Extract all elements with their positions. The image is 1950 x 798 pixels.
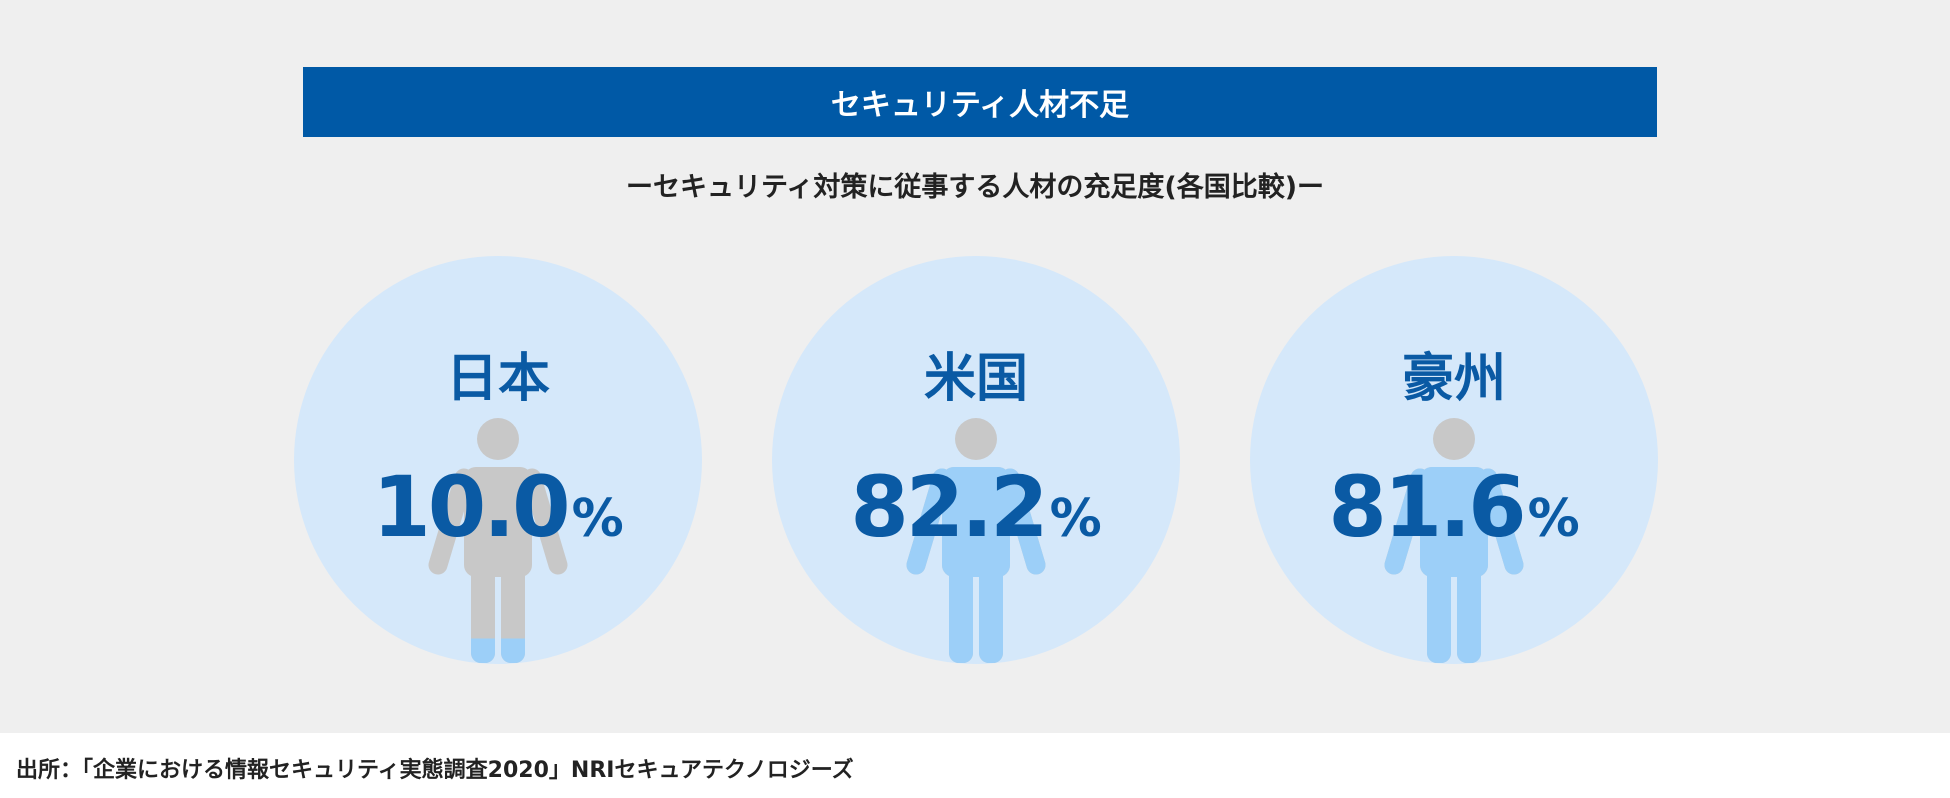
person-fill — [906, 467, 1046, 663]
value-label: 10.0% — [372, 458, 623, 556]
pictogram-chart: 日本 10.0% 米国 82.2% 豪州 81.6% — [294, 256, 1658, 664]
person-fill — [1384, 467, 1524, 663]
country-label: 日本 — [446, 349, 550, 409]
country-label: 米国 — [924, 349, 1028, 409]
chart-title: セキュリティ人材不足 — [830, 88, 1130, 123]
title-bar: セキュリティ人材不足 — [303, 67, 1657, 137]
source-note: 出所：「企業における情報セキュリティ実態調査2020」NRIセキュアテクノロジー… — [16, 758, 854, 783]
country-label: 豪州 — [1402, 349, 1506, 409]
person-fill — [471, 638, 525, 663]
chart-subtitle: ーセキュリティ対策に従事する人材の充足度(各国比較)ー — [625, 172, 1325, 203]
value-label: 82.2% — [850, 458, 1101, 556]
value-label: 81.6% — [1328, 458, 1579, 556]
person-icon — [428, 418, 568, 663]
